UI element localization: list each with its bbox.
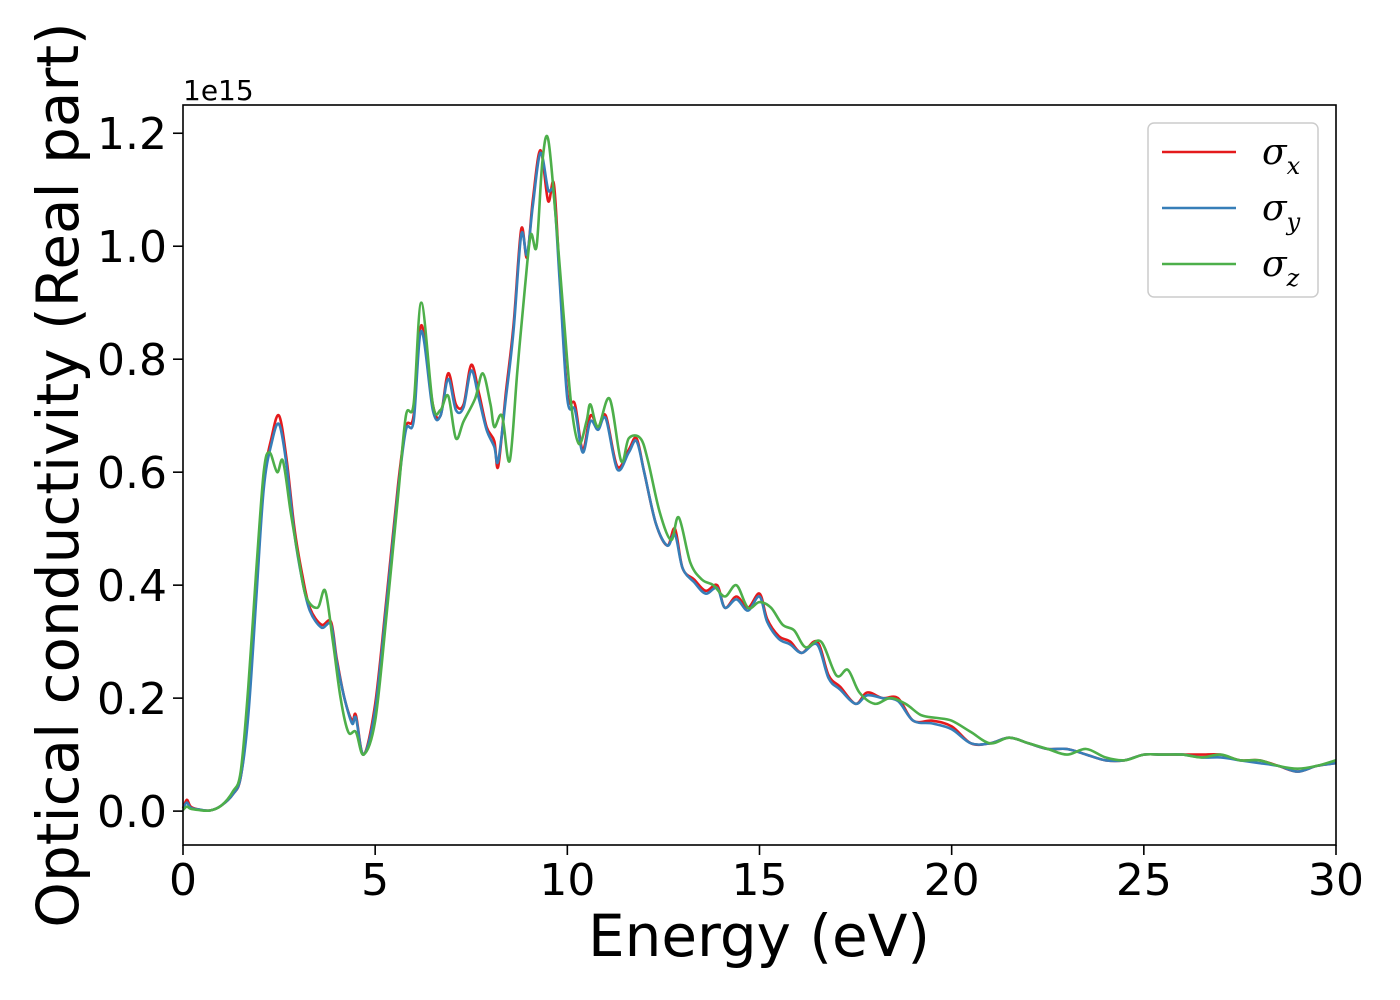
y-tick-label: 1.0	[97, 222, 167, 273]
y-tick-label: 1.2	[97, 109, 167, 160]
x-tick-label: 5	[361, 855, 389, 906]
x-tick-label: 25	[1116, 855, 1172, 906]
y-axis-title: Optical conductivity (Real part)	[24, 22, 92, 927]
y-axis-offset-text: 1e15	[183, 74, 254, 107]
x-axis-title: Energy (eV)	[588, 902, 930, 970]
x-axis-ticks: 0 5 10 15 20 25 30	[169, 845, 1364, 906]
y-tick-label: 0.6	[97, 448, 167, 499]
y-axis-ticks: 0.0 0.2 0.4 0.6 0.8 1.0 1.2	[97, 109, 183, 838]
y-tick-label: 0.8	[97, 335, 167, 386]
x-tick-label: 30	[1308, 855, 1364, 906]
y-tick-label: 0.4	[97, 561, 167, 612]
x-tick-label: 15	[732, 855, 788, 906]
series-line-z	[182, 134, 1337, 813]
y-tick-label: 0.0	[97, 787, 167, 838]
x-tick-label: 10	[539, 855, 595, 906]
legend-label-z: σz	[1262, 244, 1300, 292]
x-tick-label: 0	[169, 855, 197, 906]
series-layer	[181, 134, 1337, 813]
legend-box	[1147, 122, 1319, 298]
y-tick-label: 0.2	[97, 674, 167, 725]
x-tick-label: 20	[924, 855, 980, 906]
